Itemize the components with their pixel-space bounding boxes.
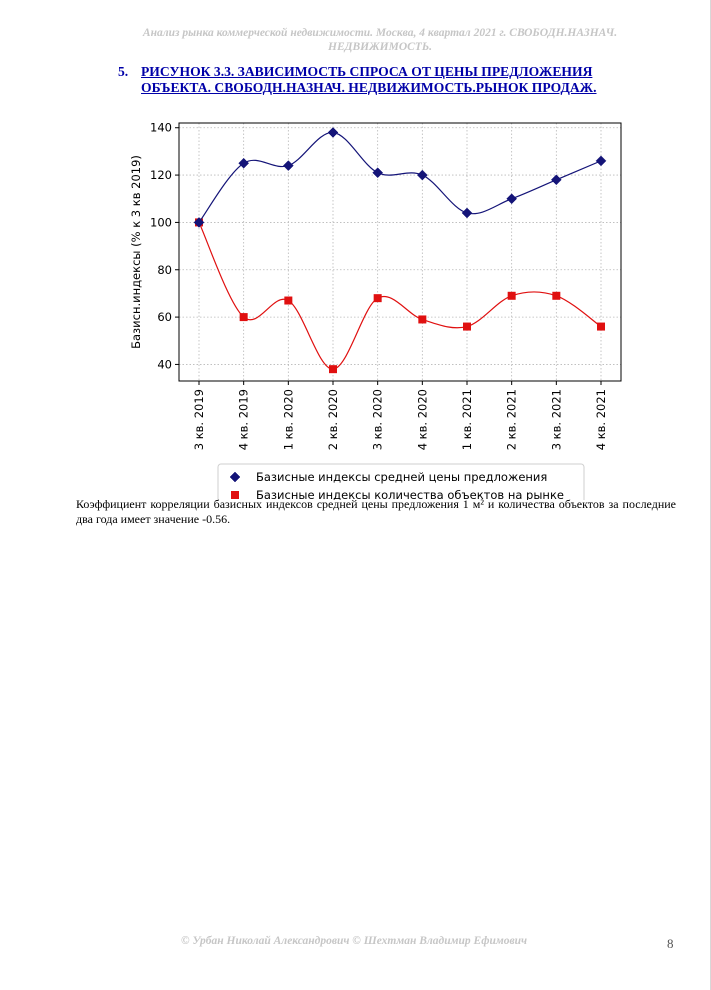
data-point: [595, 155, 607, 167]
legend-marker: [231, 491, 239, 499]
x-tick-label: 2 кв. 2020: [326, 389, 340, 450]
x-tick-label: 4 кв. 2021: [594, 389, 608, 450]
y-tick-label: 60: [157, 310, 172, 324]
chart-container: 40 60 80 100 120 140 3 кв. 2019 4 кв. 2019 1 кв.…: [120, 112, 640, 500]
x-tick-label: 4 кв. 2019: [237, 389, 251, 450]
x-tick-label: 1 кв. 2020: [281, 389, 295, 450]
y-axis-label: Базисн.индексы (% к 3 кв 2019): [129, 155, 143, 349]
data-point: [327, 127, 339, 138]
y-tick-label: 120: [150, 168, 172, 182]
x-tick-label: 4 кв. 2020: [415, 389, 429, 450]
heading-title: РИСУНОК 3.3. ЗАВИСИМОСТЬ СПРОСА ОТ ЦЕНЫ …: [141, 64, 597, 95]
plot-frame: [178, 122, 622, 382]
data-point: [372, 167, 384, 179]
line-chart: 40 60 80 100 120 140 3 кв. 2019 4 кв. 2019 1 кв.…: [129, 121, 622, 500]
legend-marker: [229, 471, 241, 483]
data-point: [193, 217, 205, 228]
data-point: [282, 160, 294, 171]
copyright-footer: © Урбан Николай Александрович © Шехтман …: [181, 935, 528, 947]
data-point: [416, 169, 428, 181]
data-point: [284, 296, 293, 305]
data-point: [329, 365, 337, 374]
data-point: [461, 207, 473, 219]
correlation-paragraph: Коэффициент корреляции базисных индексов…: [76, 497, 676, 526]
data-point: [418, 315, 427, 324]
heading-number: 5.: [118, 64, 129, 79]
data-point: [507, 291, 516, 300]
data-point: [597, 322, 605, 331]
data-point: [463, 322, 471, 331]
y-tick-label: 80: [157, 263, 172, 277]
running-header: Анализ рынка коммерческой недвижимости. …: [142, 27, 618, 53]
series-line: [198, 131, 602, 223]
legend-label: Базисные индексы средней цены предложени…: [256, 470, 547, 484]
x-tick-label: 3 кв. 2019: [192, 389, 206, 450]
page-number: 8: [667, 936, 674, 951]
data-point: [373, 294, 382, 303]
x-tick-label: 3 кв. 2021: [549, 389, 563, 450]
legend-box: [217, 463, 585, 500]
y-tick-label: 100: [150, 215, 172, 229]
legend-label: Базисные индексы количества объектов на …: [256, 488, 564, 500]
x-tick-label: 1 кв. 2021: [460, 389, 474, 450]
series-line: [198, 222, 602, 370]
y-tick-label: 140: [150, 121, 172, 135]
data-point: [506, 193, 518, 205]
y-tick-label: 40: [157, 357, 172, 371]
data-point: [550, 174, 562, 186]
data-point: [552, 291, 561, 300]
data-point: [238, 157, 250, 169]
x-tick-label: 3 кв. 2020: [371, 389, 385, 450]
x-tick-label: 2 кв. 2021: [505, 389, 519, 450]
data-point: [239, 313, 248, 322]
